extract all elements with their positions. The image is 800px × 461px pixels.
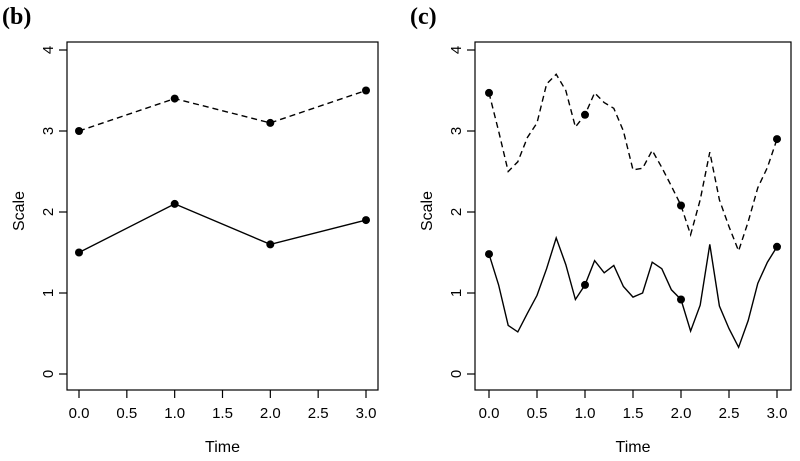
panel-label: (c) [410, 4, 437, 30]
x-tick-label: 0.5 [527, 405, 548, 422]
data-point [362, 86, 370, 95]
x-axis-title: Time [205, 439, 240, 456]
y-tick-label: 0 [40, 370, 57, 378]
series-lines [78, 89, 367, 254]
panel-label: (b) [2, 4, 31, 30]
series-lines [488, 73, 778, 350]
x-axis-title: Time [616, 439, 651, 456]
series-markers [75, 86, 370, 257]
series-line-dashed [488, 73, 778, 253]
panel-b: (b) Time Scale 0.0 0.5 1.0 1.5 2.0 2.5 3.0 0 1 2 3… [2, 4, 379, 456]
y-tick-label: 1 [448, 289, 465, 297]
series-line-solid [78, 203, 367, 254]
x-tick-label: 2.5 [308, 405, 329, 422]
x-tick-label: 3.0 [356, 405, 377, 422]
plot-frame [474, 41, 792, 391]
x-tick-label: 3.0 [767, 405, 788, 422]
x-tick-label: 1.5 [623, 405, 644, 422]
y-tick-label: 4 [40, 46, 57, 54]
x-tick-label: 0.0 [69, 405, 90, 422]
y-tick-label: 1 [40, 289, 57, 297]
data-point [581, 110, 589, 119]
data-point [75, 127, 83, 135]
data-point [581, 280, 589, 289]
data-point [485, 250, 493, 259]
y-tick-label: 3 [40, 127, 57, 135]
x-tick-label: 0.0 [479, 405, 500, 422]
x-tick-label: 2.5 [719, 405, 740, 422]
y-axis-title: Scale [11, 191, 28, 231]
y-tick-label: 4 [448, 46, 465, 54]
data-point [773, 242, 781, 251]
data-point [170, 94, 179, 103]
data-point [75, 248, 83, 257]
x-tick-label: 0.5 [116, 405, 137, 422]
y-tick-label: 3 [448, 127, 465, 135]
axis-ticks: 0.0 0.5 1.0 1.5 2.0 2.5 3.0 0 1 2 3 4 [40, 46, 376, 422]
y-tick-label: 2 [448, 208, 465, 216]
x-tick-label: 2.0 [671, 405, 692, 422]
series-line-dashed [78, 89, 367, 132]
panel-c: (c) Time Scale 0.0 0.5 1.0 1.5 2.0 2.5 3.0 0 1 2 3… [410, 4, 792, 456]
x-tick-label: 2.0 [260, 405, 281, 422]
data-point [266, 240, 275, 249]
data-point [677, 201, 685, 210]
axis-ticks: 0.0 0.5 1.0 1.5 2.0 2.5 3.0 0 1 2 3 4 [448, 46, 787, 422]
plot-frame [66, 41, 379, 391]
data-point [362, 216, 370, 225]
y-tick-label: 2 [40, 208, 57, 216]
series-markers [485, 88, 781, 304]
x-tick-label: 1.0 [575, 405, 596, 422]
data-point [485, 88, 493, 97]
data-point [170, 199, 179, 208]
y-tick-label: 0 [448, 370, 465, 378]
x-tick-label: 1.5 [212, 405, 233, 422]
data-point [773, 135, 781, 144]
data-point [266, 118, 275, 127]
y-axis-title: Scale [419, 191, 436, 231]
data-point [677, 295, 685, 304]
x-tick-label: 1.0 [164, 405, 185, 422]
series-line-solid [488, 235, 778, 350]
